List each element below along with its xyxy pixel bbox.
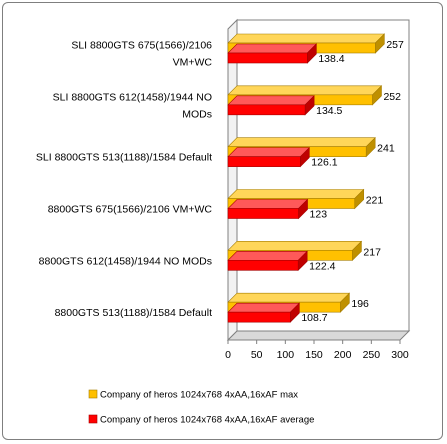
data-label: 196 [351, 298, 369, 310]
bar-top-face [227, 241, 363, 251]
category-label: 8800GTS 513(1188)/1584 Default [55, 307, 212, 319]
data-label: 257 [386, 39, 404, 51]
data-label: 123 [310, 209, 328, 221]
x-tick-label: 150 [305, 349, 323, 361]
bar-top-face [227, 95, 315, 106]
bar [227, 104, 306, 116]
bar-top-face [227, 33, 386, 44]
bar [227, 52, 308, 64]
data-label: 134.5 [316, 105, 342, 117]
category-label: MODs [182, 108, 212, 120]
bar-top-face [227, 292, 351, 303]
floor [226, 330, 411, 341]
data-label: 221 [366, 195, 384, 207]
bar-top-face [227, 43, 318, 54]
back-wall [236, 19, 410, 332]
bar-top-face [227, 189, 365, 199]
side-wall [227, 18, 238, 342]
x-tick-label: 50 [251, 349, 263, 361]
legend-label: Company of heros 1024x768 4xAA,16xAF ave… [100, 415, 314, 426]
bar [227, 156, 301, 167]
data-label: 217 [363, 246, 381, 258]
data-label: 122.4 [309, 260, 335, 272]
legend-swatch [88, 414, 98, 424]
category-label: 8800GTS 612(1458)/1944 NO MODs [39, 255, 212, 267]
category-label: VM+WC [173, 57, 213, 69]
x-tick-label: 250 [363, 349, 381, 361]
bar-top-face [227, 85, 383, 96]
data-label: 126.1 [311, 157, 337, 169]
x-tick-label: 200 [334, 349, 352, 361]
category-label: SLI 8800GTS 513(1188)/1584 Default [36, 152, 212, 164]
bar-top-face [227, 137, 376, 147]
category-label: SLI 8800GTS 612(1458)/1944 NO [53, 91, 212, 103]
x-tick-label: 100 [277, 349, 295, 361]
bar [227, 260, 299, 271]
legend-swatch [88, 389, 98, 399]
bar [227, 208, 299, 219]
bar-top-face [227, 147, 311, 157]
data-label: 138.4 [318, 53, 344, 65]
x-tick-label: 300 [391, 349, 409, 361]
bar-top-face [227, 251, 308, 261]
category-label: SLI 8800GTS 675(1566)/2106 [71, 40, 212, 52]
data-label: 241 [377, 143, 395, 155]
category-label: 8800GTS 675(1566)/2106 VM+WC [48, 204, 213, 216]
bar-top-face [227, 199, 309, 209]
data-label: 252 [383, 91, 401, 103]
bar-top-face [227, 302, 301, 313]
x-tick-label: 0 [225, 349, 231, 361]
legend-label: Company of heros 1024x768 4xAA,16xAF max [100, 390, 298, 401]
bar [227, 311, 291, 323]
data-label: 108.7 [301, 312, 327, 324]
